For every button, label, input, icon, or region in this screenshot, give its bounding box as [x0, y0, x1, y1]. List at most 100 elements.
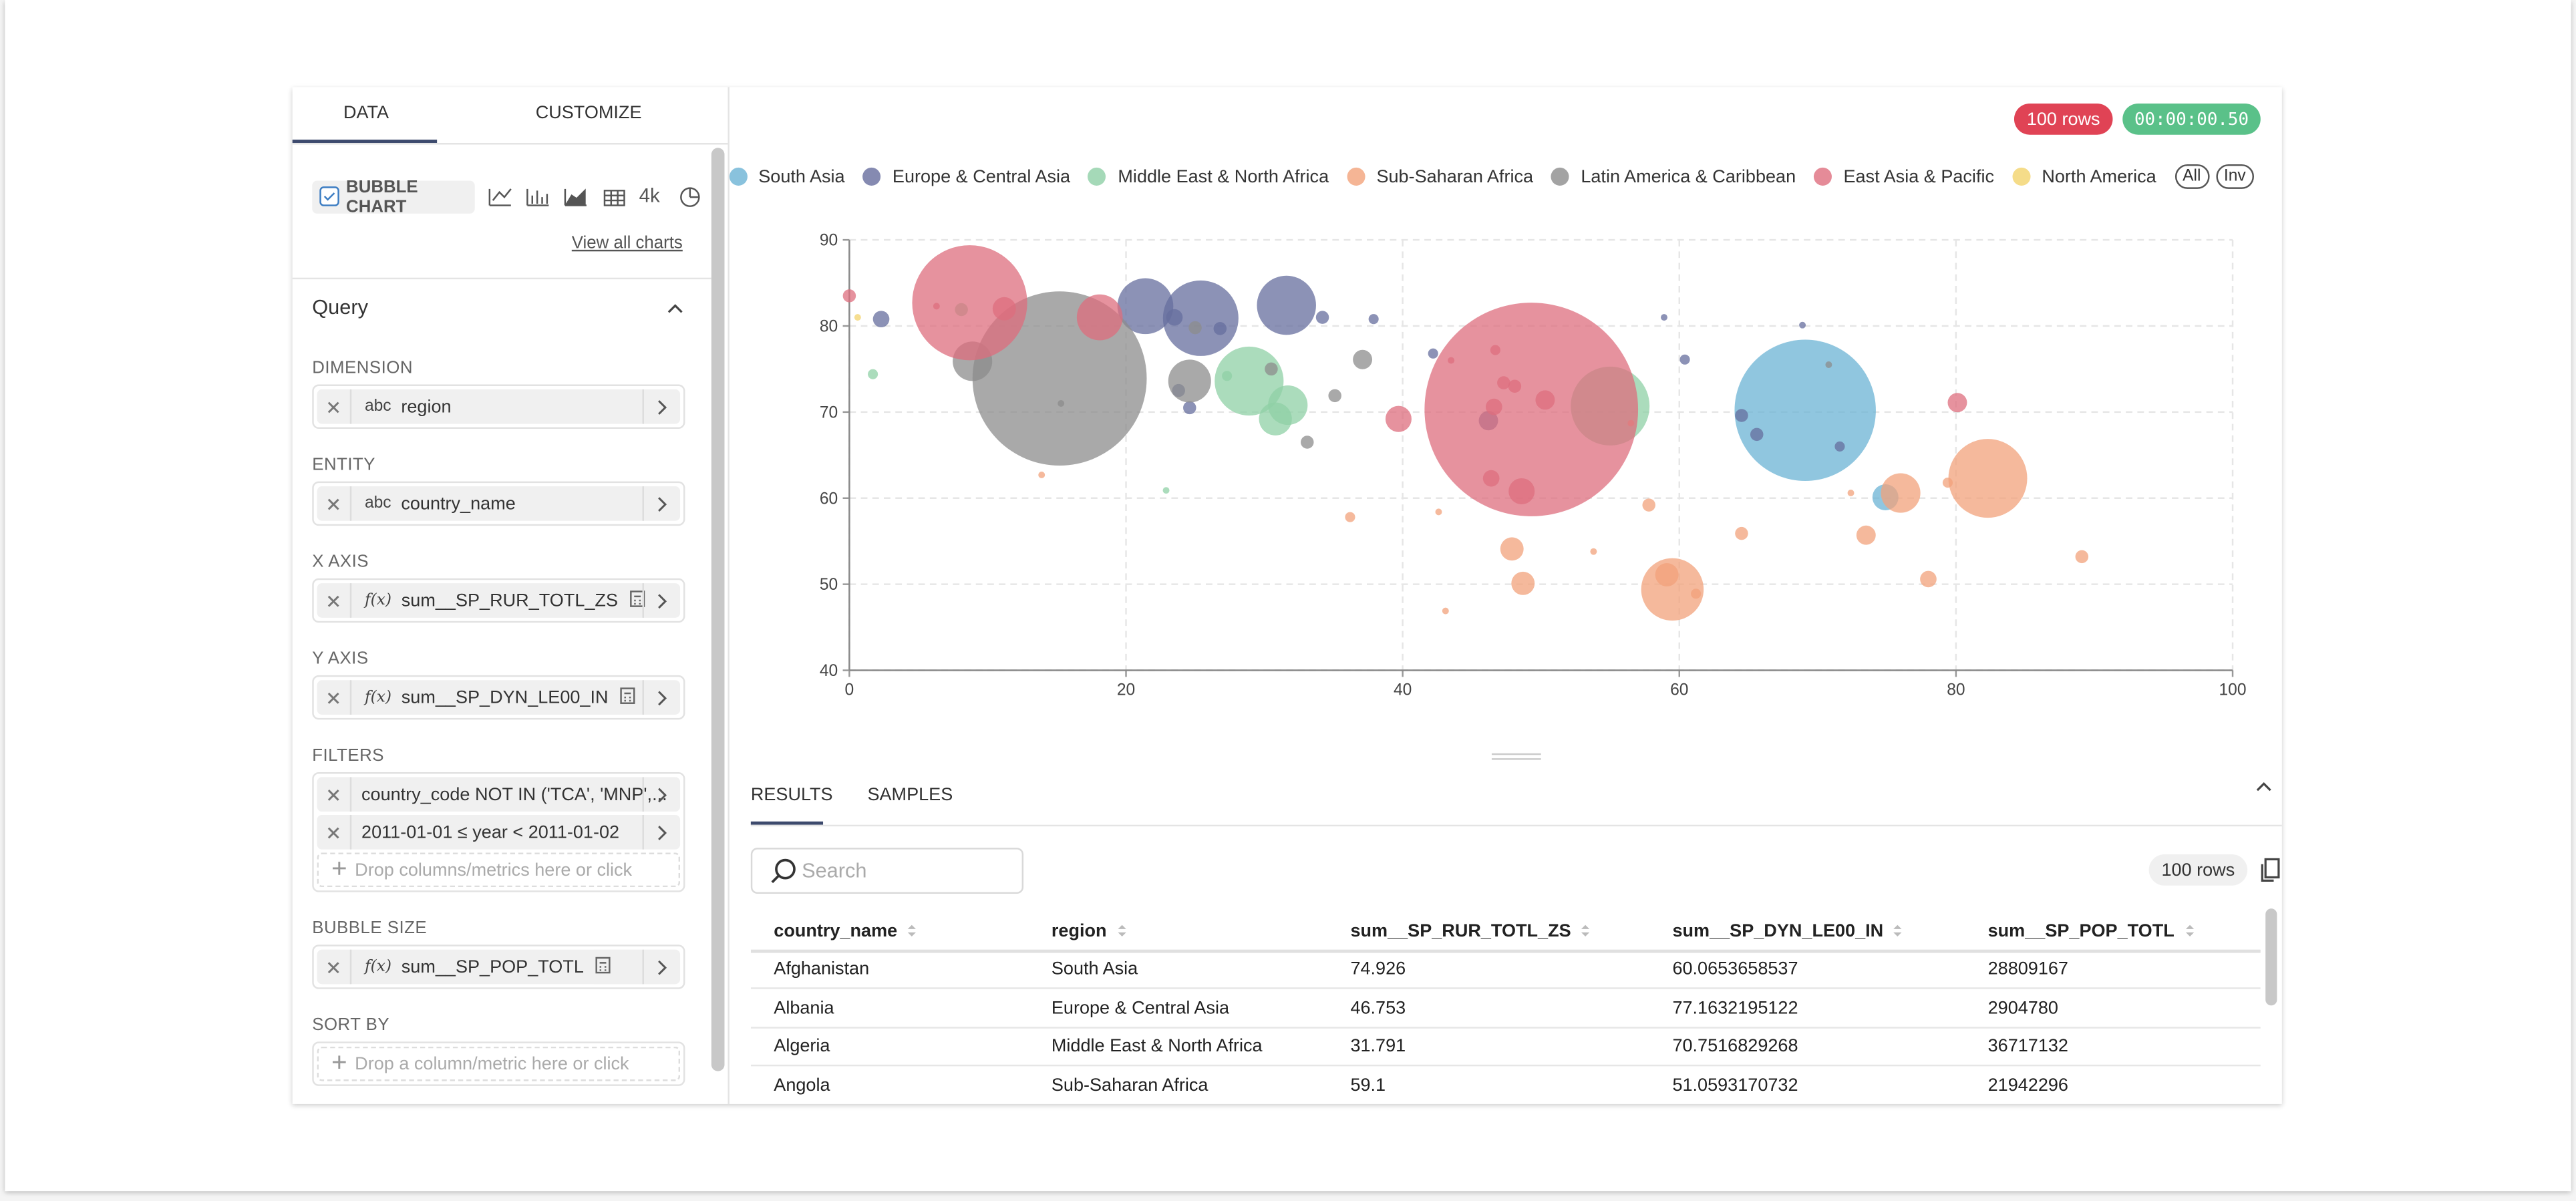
remove-icon	[327, 594, 339, 607]
remove-button[interactable]	[317, 583, 352, 618]
collapse-results[interactable]	[2254, 779, 2274, 796]
edit-button[interactable]	[642, 680, 681, 715]
view-all-link[interactable]: View all charts	[571, 233, 683, 253]
tab-results[interactable]: RESULTS	[750, 785, 833, 806]
drop-zone[interactable]: Drop columns/metrics here or click	[317, 852, 681, 888]
item-text: country_code NOT IN ('TCA', 'MNP',...	[361, 784, 667, 804]
control-item[interactable]: f(x) sum__SP_POP_TOTL	[317, 949, 681, 985]
table-cell: 36717132	[1987, 1037, 2068, 1057]
tab-line	[750, 824, 2282, 827]
legend: South Asia Europe & Central Asia Middle Ea…	[728, 163, 2254, 191]
remove-icon	[327, 401, 339, 413]
legend-item[interactable]: East Asia & Pacific	[1814, 166, 1995, 187]
resize-handle[interactable]	[1487, 749, 1547, 766]
control-item[interactable]: f(x) sum__SP_RUR_TOTL_ZS	[317, 583, 681, 618]
control-item[interactable]: f(x) sum__SP_DYN_LE00_IN	[317, 680, 681, 715]
control-box: abc country_name	[312, 481, 685, 526]
control-item[interactable]: country_code NOT IN ('TCA', 'MNP',...	[317, 777, 681, 812]
line-icon[interactable]	[488, 188, 512, 206]
bubble	[1834, 441, 1845, 452]
legend-item[interactable]: Latin America & Caribbean	[1551, 167, 1796, 186]
bubble	[854, 314, 861, 321]
column-header[interactable]: sum__SP_DYN_LE00_IN	[1672, 921, 1884, 942]
legend-button[interactable]: Inv	[2215, 164, 2254, 189]
legend-item[interactable]: Europe & Central Asia	[862, 166, 1071, 187]
bubble	[1368, 314, 1379, 325]
sort-icon[interactable]	[1581, 923, 1591, 943]
arrows	[1581, 924, 1590, 936]
x-lines	[327, 788, 339, 800]
tab-samples[interactable]: SAMPLES	[867, 785, 953, 806]
plus	[332, 1055, 346, 1068]
table-cell: Europe & Central Asia	[1051, 998, 1230, 1018]
chart-type-button[interactable]: BUBBLE CHART	[312, 178, 475, 217]
tab-customize[interactable]: CUSTOMIZE	[535, 103, 642, 124]
legend-item[interactable]: Sub-Saharan Africa	[1347, 167, 1533, 186]
legend-marker	[1814, 167, 1832, 186]
bubble	[1257, 275, 1316, 335]
bubble	[1679, 354, 1690, 365]
drop-zone[interactable]: Drop a column/metric here or click	[317, 1046, 681, 1081]
pie-icon-slice	[689, 188, 699, 198]
legend-label: East Asia & Pacific	[1843, 166, 1995, 187]
bubble	[1508, 478, 1535, 504]
remove-button[interactable]	[317, 777, 352, 812]
bubble	[1428, 348, 1438, 359]
tab-data[interactable]: DATA	[343, 103, 389, 124]
area-icon[interactable]	[564, 188, 587, 206]
bubble	[1655, 563, 1679, 586]
section-label: ENTITY	[312, 455, 376, 475]
type-prefix: abc	[364, 494, 391, 513]
sort-icon[interactable]	[2185, 923, 2195, 943]
edit-button[interactable]	[642, 814, 681, 850]
bar-icon[interactable]	[526, 188, 549, 206]
column-header[interactable]: sum__SP_POP_TOTL	[1987, 921, 2175, 942]
legend-marker	[862, 167, 881, 186]
sort-icon[interactable]	[907, 923, 917, 943]
lens	[775, 858, 796, 880]
bubble	[1508, 379, 1522, 393]
remove-button[interactable]	[317, 949, 352, 985]
bubble	[1511, 571, 1535, 595]
bubble	[1535, 390, 1555, 410]
collapse-icon[interactable]	[665, 301, 685, 317]
copy-icon[interactable]	[2259, 856, 2281, 882]
edit-button[interactable]	[642, 949, 681, 985]
bubble	[1920, 570, 1937, 588]
sort-icon[interactable]	[1117, 923, 1127, 943]
bubble	[1847, 490, 1855, 497]
calc-svg	[630, 590, 645, 607]
control-item[interactable]: abc country_name	[317, 486, 681, 521]
legend-button[interactable]: All	[2174, 164, 2209, 189]
check	[323, 192, 335, 201]
handle-lines	[1491, 753, 1541, 760]
table-scrollbar[interactable]	[2265, 908, 2277, 1006]
column-header[interactable]: country_name	[774, 921, 898, 942]
remove-button[interactable]	[317, 814, 352, 850]
legend-label: Europe & Central Asia	[892, 166, 1071, 187]
legend-item[interactable]: South Asia	[728, 167, 845, 186]
search-box[interactable]: Search	[750, 848, 1024, 894]
bubble	[1353, 349, 1373, 369]
control-item[interactable]: 2011-01-01 ≤ year < 2011-01-02	[317, 814, 681, 850]
table-icon[interactable]	[603, 190, 625, 206]
remove-button[interactable]	[317, 389, 352, 424]
edit-button[interactable]	[642, 486, 681, 521]
legend-item[interactable]: North America	[2012, 167, 2156, 186]
edit-button[interactable]	[642, 583, 681, 618]
x-tick-label: 80	[1947, 681, 1965, 699]
edit-button[interactable]	[642, 777, 681, 812]
edit-button[interactable]	[642, 389, 681, 424]
scrollbar[interactable]	[711, 148, 725, 1071]
column-header[interactable]: sum__SP_RUR_TOTL_ZS	[1350, 921, 1571, 942]
sort-icon[interactable]	[1893, 923, 1903, 943]
x-tick-label: 40	[1394, 681, 1412, 699]
remove-button[interactable]	[317, 680, 352, 715]
section-label: SORT BY	[312, 1015, 390, 1035]
big-number-icon[interactable]: 4k	[639, 184, 660, 207]
legend-item[interactable]: Middle East & North Africa	[1088, 167, 1329, 186]
control-item[interactable]: abc region	[317, 389, 681, 424]
column-header[interactable]: region	[1051, 921, 1107, 942]
x-lines	[327, 826, 339, 838]
remove-button[interactable]	[317, 486, 352, 521]
